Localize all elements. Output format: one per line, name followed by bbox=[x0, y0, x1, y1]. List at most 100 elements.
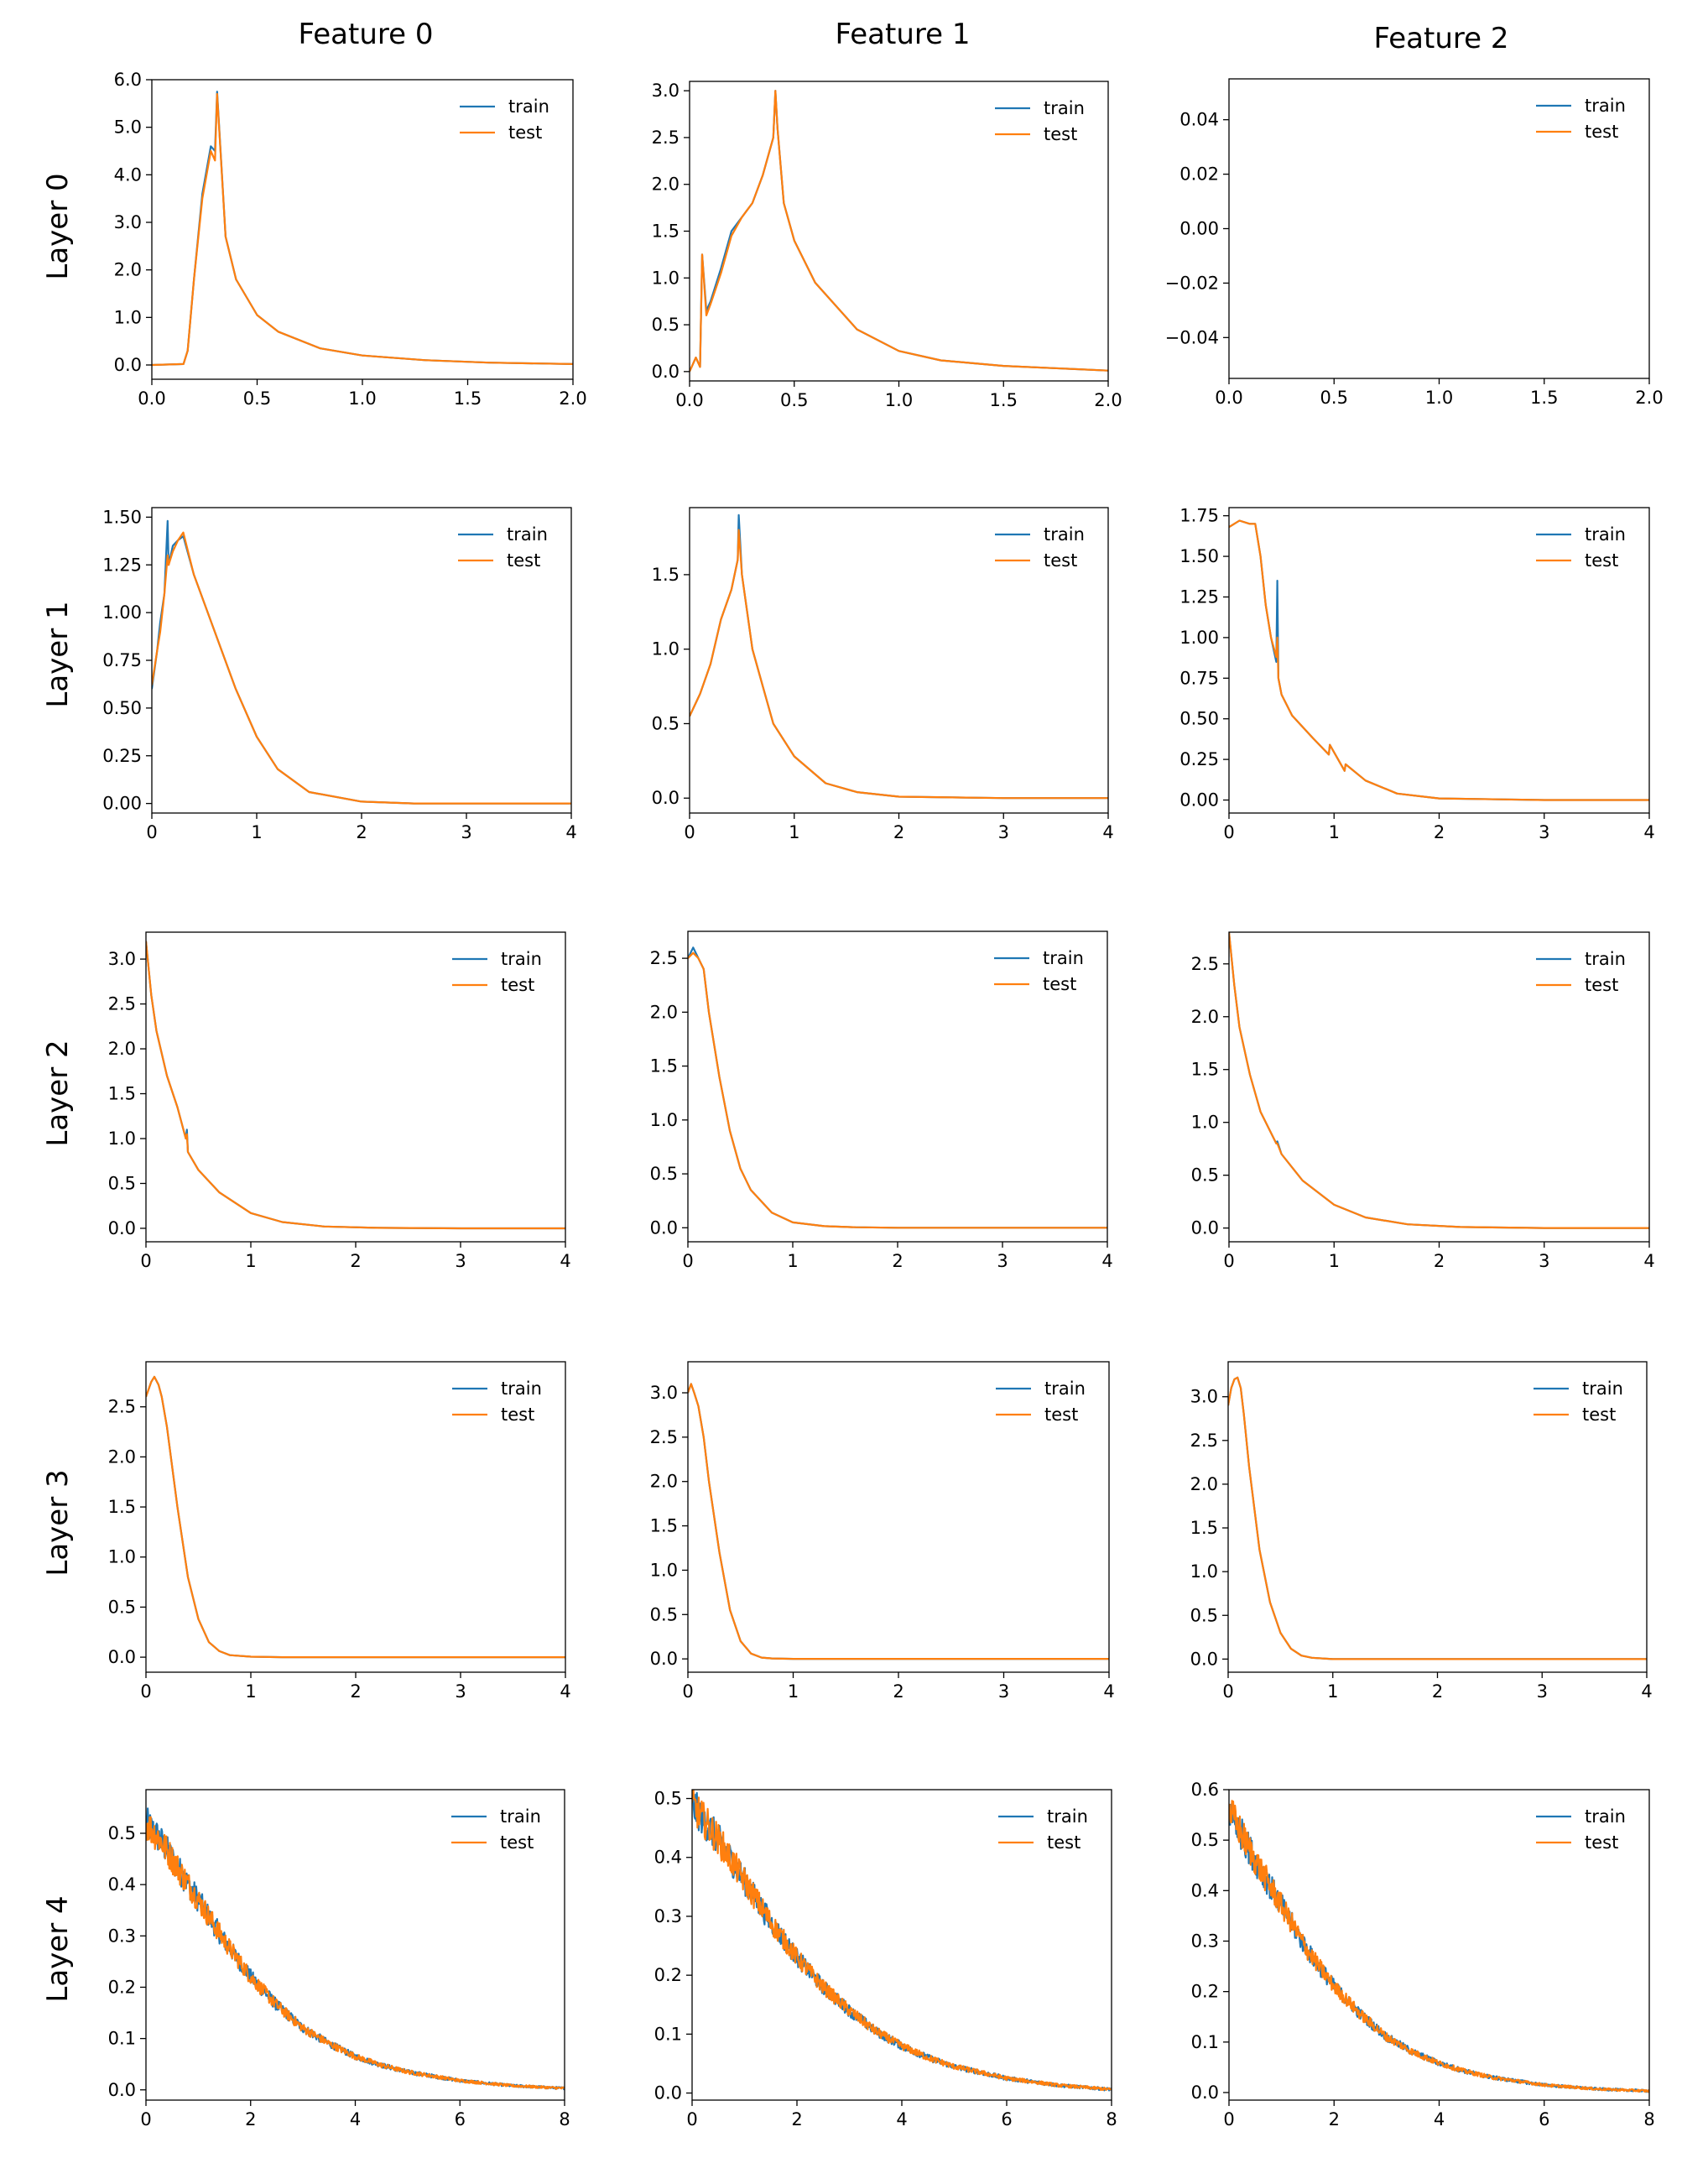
y-tick-label: 1.50 bbox=[102, 507, 142, 527]
subplot-grid: 0.0 0.5 1.0 1.5 2.0 0.0 1.0 2.0 3.0 4.0 5.0 6.0 trai… bbox=[102, 70, 1663, 2129]
y-tick-label: 0.0 bbox=[650, 1649, 678, 1669]
y-tick-label: 0.0 bbox=[108, 1647, 136, 1667]
x-tick-label: 1.5 bbox=[990, 390, 1018, 410]
x-tick-label: 1.5 bbox=[1530, 388, 1558, 408]
legend-label-test: test bbox=[507, 550, 540, 571]
y-tick-label: 0.75 bbox=[102, 650, 142, 670]
x-tick-label: 2 bbox=[350, 1251, 361, 1271]
legend-label-train: train bbox=[1044, 1379, 1086, 1399]
x-tick-label: 3 bbox=[1537, 1681, 1548, 1702]
y-tick-label: 0.0 bbox=[1191, 1218, 1219, 1238]
legend-label-train: train bbox=[500, 1806, 541, 1827]
x-tick-label: 4 bbox=[896, 2109, 907, 2129]
y-tick-label: 0.5 bbox=[1190, 1605, 1218, 1625]
y-tick-label: 0.0 bbox=[108, 1218, 136, 1238]
y-tick-label: 0.2 bbox=[1191, 1982, 1219, 2002]
subplot-layer-3-feature-0: 0 1 2 3 4 0.0 0.5 1.0 1.5 2.0 2.5 train test bbox=[108, 1361, 571, 1702]
x-tick-label: 2 bbox=[1329, 2109, 1340, 2129]
series-line-test bbox=[1229, 932, 1649, 1229]
y-tick-label: 1.5 bbox=[652, 565, 680, 585]
x-tick-label: 6 bbox=[455, 2109, 466, 2129]
x-tick-label: 2.0 bbox=[1094, 390, 1122, 410]
y-tick-label: 1.5 bbox=[650, 1516, 678, 1536]
legend-label-test: test bbox=[1047, 1832, 1081, 1853]
x-tick-label: 3 bbox=[455, 1251, 466, 1271]
x-tick-label: 8 bbox=[559, 2109, 570, 2129]
y-tick-label: 2.5 bbox=[650, 1427, 678, 1447]
x-tick-label: 4 bbox=[1641, 1681, 1652, 1702]
subplot-layer-0-feature-1: 0.0 0.5 1.0 1.5 2.0 0.0 0.5 1.0 1.5 2.0 2.5 3.0 trai… bbox=[652, 81, 1122, 410]
subplot-layer-4-feature-2: 0 2 4 6 8 0.0 0.1 0.2 0.3 0.4 0.5 0.6 train test bbox=[1191, 1780, 1655, 2129]
y-tick-label: 0.04 bbox=[1179, 110, 1219, 130]
legend-label-train: train bbox=[1044, 98, 1085, 118]
series-line-test bbox=[152, 531, 571, 805]
x-tick-label: 4 bbox=[565, 822, 576, 842]
series-line-test bbox=[146, 1375, 565, 1659]
y-tick-label: 2.5 bbox=[1191, 954, 1219, 974]
legend-label-train: train bbox=[508, 96, 549, 117]
y-tick-label: 1.25 bbox=[1179, 586, 1219, 607]
x-tick-label: 4 bbox=[560, 1251, 570, 1271]
y-tick-label: 0.50 bbox=[102, 698, 142, 718]
y-tick-label: 0.5 bbox=[1191, 1830, 1219, 1850]
x-tick-label: 1 bbox=[788, 1681, 799, 1702]
x-tick-label: 0.0 bbox=[675, 390, 703, 410]
y-tick-label: 0.4 bbox=[1191, 1880, 1219, 1900]
x-tick-label: 0 bbox=[1223, 822, 1234, 842]
subplot-layer-2-feature-0: 0 1 2 3 4 0.0 0.5 1.0 1.5 2.0 2.5 3.0 train test bbox=[108, 931, 571, 1271]
x-tick-label: 8 bbox=[1643, 2109, 1654, 2129]
subplot-layer-4-feature-1: 0 2 4 6 8 0.0 0.1 0.2 0.3 0.4 0.5 train test bbox=[654, 1789, 1117, 2129]
row-title-layer-4: Layer 4 bbox=[41, 1895, 75, 2002]
y-tick-label: 2.5 bbox=[650, 948, 678, 968]
legend-label-train: train bbox=[1047, 1806, 1088, 1827]
y-tick-label: 2.0 bbox=[108, 1039, 136, 1059]
y-tick-label: 0.5 bbox=[108, 1173, 136, 1193]
legend-label-train: train bbox=[1585, 96, 1626, 116]
x-tick-label: 0 bbox=[1222, 1681, 1233, 1702]
legend-label-test: test bbox=[1044, 1405, 1078, 1425]
series-line-test bbox=[1229, 1800, 1649, 2093]
subplot-layer-1-feature-1: 0 1 2 3 4 0.0 0.5 1.0 1.5 train test bbox=[652, 507, 1114, 842]
y-tick-label: 0.0 bbox=[108, 2080, 136, 2100]
y-tick-label: 1.0 bbox=[108, 1129, 136, 1149]
x-tick-label: 1.0 bbox=[1425, 388, 1453, 408]
x-tick-label: 2 bbox=[245, 2109, 256, 2129]
x-tick-label: 1 bbox=[1329, 1251, 1340, 1271]
legend-label-test: test bbox=[501, 1405, 534, 1425]
y-tick-label: 0.75 bbox=[1179, 668, 1219, 688]
y-tick-label: 3.0 bbox=[108, 949, 136, 969]
y-tick-label: 0.02 bbox=[1179, 164, 1219, 185]
y-tick-label: 1.0 bbox=[650, 1560, 678, 1580]
subplot-layer-2-feature-1: 0 1 2 3 4 0.0 0.5 1.0 1.5 2.0 2.5 train test bbox=[650, 930, 1113, 1271]
y-tick-label: 0.1 bbox=[108, 2029, 136, 2049]
series-line-test bbox=[1228, 1376, 1647, 1660]
y-tick-label: 0.0 bbox=[650, 1217, 678, 1238]
x-tick-label: 2 bbox=[1434, 822, 1445, 842]
legend-label-test: test bbox=[1582, 1405, 1616, 1425]
legend-label-test: test bbox=[1585, 550, 1618, 571]
y-tick-label: 3.0 bbox=[1190, 1387, 1218, 1407]
y-tick-label: 1.0 bbox=[652, 268, 680, 288]
x-tick-label: 2 bbox=[791, 2109, 802, 2129]
y-tick-label: 0.00 bbox=[1179, 219, 1219, 239]
x-tick-label: 4 bbox=[1643, 1251, 1654, 1271]
series-line-test bbox=[146, 941, 565, 1230]
x-tick-label: 3 bbox=[455, 1681, 466, 1702]
x-tick-label: 0 bbox=[682, 1681, 693, 1702]
x-tick-label: 1.0 bbox=[348, 388, 376, 409]
legend-label-test: test bbox=[1585, 975, 1618, 995]
y-tick-label: 1.0 bbox=[650, 1110, 678, 1130]
x-tick-label: 0 bbox=[682, 1251, 693, 1271]
y-tick-label: 1.5 bbox=[1191, 1060, 1219, 1080]
y-tick-label: 1.75 bbox=[1179, 506, 1219, 526]
y-tick-label: 3.0 bbox=[114, 212, 142, 232]
y-tick-label: 0.1 bbox=[654, 2024, 682, 2044]
series-line-test bbox=[688, 951, 1107, 1229]
x-tick-label: 3 bbox=[1539, 1251, 1549, 1271]
y-tick-label: 1.5 bbox=[652, 222, 680, 242]
legend-label-train: train bbox=[507, 524, 548, 545]
y-tick-label: 0.5 bbox=[108, 1597, 136, 1617]
series-line-test bbox=[146, 1816, 565, 2090]
x-tick-label: 0 bbox=[140, 1681, 151, 1702]
